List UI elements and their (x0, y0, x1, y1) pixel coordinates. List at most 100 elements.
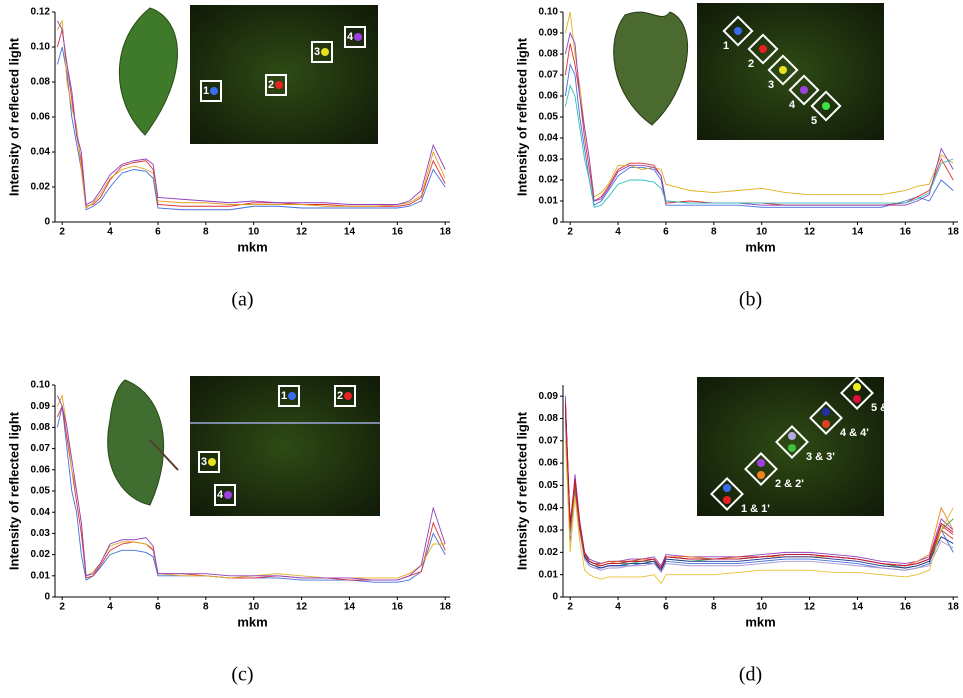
y-tick-label: 0.02 (31, 182, 51, 193)
y-tick-label: 0.06 (539, 91, 559, 102)
point-marker: 4 (344, 26, 366, 48)
y-tick-label: 0.08 (539, 413, 559, 424)
y-tick-label: 0.10 (31, 380, 51, 391)
data-line (56, 20, 446, 206)
marker-dot (224, 491, 232, 499)
x-tick-label: 10 (248, 602, 260, 613)
marker-frame (311, 41, 333, 63)
x-tick-label: 18 (948, 602, 960, 613)
marker-dot (321, 48, 329, 56)
y-tick-label: 0.04 (539, 502, 559, 513)
y-tick-label: 0.06 (31, 464, 51, 475)
x-tick-label: 6 (155, 602, 161, 613)
x-tick-label: 6 (663, 227, 669, 238)
point-marker: 2 (265, 74, 287, 96)
marker-frame (334, 385, 356, 407)
marker-dot (723, 484, 731, 492)
leaf-image (613, 11, 689, 126)
marker-dot (723, 496, 731, 504)
marker-dot (853, 383, 861, 391)
marker-label: 3 (768, 79, 774, 91)
x-tick-label: 12 (296, 602, 308, 613)
y-axis-title: Intensity of reflected light (6, 37, 21, 196)
marker-dot (759, 45, 767, 53)
x-tick-label: 12 (804, 602, 816, 613)
marker-frame (810, 90, 842, 122)
point-marker: 3 (311, 41, 333, 63)
y-tick-label: 0.10 (539, 7, 559, 18)
x-axis-title: mkm (237, 614, 267, 629)
marker-frame (747, 33, 779, 65)
marker-label: 2 (337, 390, 343, 402)
marker-label: 2 (748, 58, 754, 70)
marker-dot (779, 66, 787, 74)
point-marker: 1 (200, 80, 222, 102)
y-tick-label: 0.02 (539, 175, 559, 186)
x-tick-label: 18 (440, 227, 452, 238)
point-marker: 2 (334, 385, 356, 407)
y-tick-label: 0.08 (31, 422, 51, 433)
x-tick-label: 14 (344, 227, 356, 238)
y-axis-title: Intensity of reflected light (6, 411, 21, 570)
y-tick-label: 0.04 (31, 147, 51, 158)
inset-image (697, 3, 884, 140)
y-tick-label: 0.09 (539, 28, 559, 39)
marker-dot (275, 81, 283, 89)
marker-dot (354, 33, 362, 41)
data-line (564, 43, 954, 206)
caption: (c) (231, 664, 253, 686)
point-marker: 3 (767, 54, 799, 91)
leaf-image (107, 379, 165, 506)
marker-label: 4 (789, 99, 796, 111)
y-tick-label: 0.01 (31, 570, 51, 581)
x-tick-label: 10 (756, 227, 768, 238)
x-tick-label: 8 (203, 227, 209, 238)
y-tick-label: 0.05 (31, 486, 51, 497)
point-marker: 1 (278, 385, 300, 407)
x-tick-label: 8 (203, 602, 209, 613)
x-tick-label: 10 (248, 227, 260, 238)
data-line (564, 84, 954, 208)
marker-dot (822, 102, 830, 110)
y-tick-label: 0.08 (539, 49, 559, 60)
data-line (564, 440, 954, 585)
x-tick-label: 16 (900, 602, 912, 613)
x-tick-label: 18 (440, 602, 452, 613)
x-tick-label: 18 (948, 227, 960, 238)
marker-label: 1 (203, 85, 209, 97)
point-marker: 4 (214, 484, 236, 506)
caption: (a) (231, 289, 253, 311)
y-tick-label: 0 (44, 217, 50, 228)
marker-label: 4 (347, 31, 354, 43)
point-marker: 1 (722, 15, 754, 52)
marker-dot (208, 458, 216, 466)
marker-frame (278, 385, 300, 407)
y-tick-label: 0.03 (539, 525, 559, 536)
x-tick-label: 16 (900, 227, 912, 238)
data-line (56, 19, 446, 209)
data-line (564, 396, 954, 567)
marker-frame (200, 80, 222, 102)
marker-dot (288, 392, 296, 400)
x-tick-label: 6 (663, 602, 669, 613)
x-tick-label: 14 (852, 227, 864, 238)
marker-label: 1 (281, 390, 287, 402)
marker-frame (214, 484, 236, 506)
y-tick-label: 0.09 (31, 401, 51, 412)
y-tick-label: 0.04 (539, 133, 559, 144)
leaf-image (118, 7, 178, 136)
y-tick-label: 0.07 (539, 70, 559, 81)
x-tick-label: 14 (852, 602, 864, 613)
y-tick-label: 0.06 (539, 458, 559, 469)
point-marker: 4 (788, 74, 820, 111)
marker-label: 4 & 4' (840, 427, 869, 439)
x-tick-label: 8 (711, 227, 717, 238)
caption: (b) (739, 289, 762, 311)
marker-dot (788, 444, 796, 452)
data-line (564, 402, 954, 569)
y-tick-label: 0.01 (539, 569, 559, 580)
x-tick-label: 12 (296, 227, 308, 238)
data-line (564, 405, 954, 572)
point-marker: 3 (198, 451, 220, 473)
